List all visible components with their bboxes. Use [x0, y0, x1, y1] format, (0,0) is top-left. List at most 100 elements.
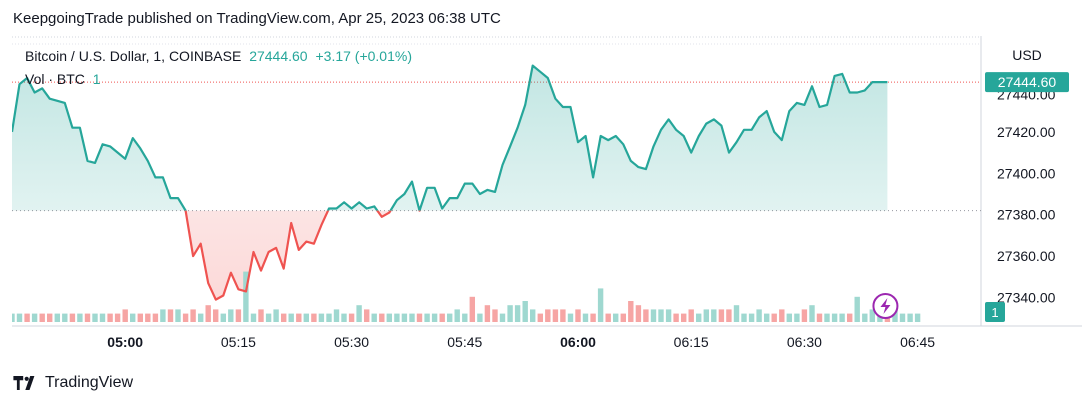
- volume-bar: [258, 309, 264, 322]
- volume-bar: [771, 313, 777, 322]
- y-tick-label: 27380.00: [997, 207, 1056, 223]
- volume-bar: [530, 309, 536, 322]
- x-tick-label: 06:15: [674, 334, 709, 350]
- x-tick-label: 05:45: [447, 334, 482, 350]
- volume-value: 1: [92, 71, 101, 87]
- price-tag: [985, 72, 1069, 93]
- volume-bar: [281, 313, 287, 322]
- volume-bar: [296, 313, 302, 322]
- volume-bar: [703, 309, 709, 322]
- volume-bar: [816, 313, 823, 322]
- lightning-icon[interactable]: [872, 293, 899, 319]
- chart-area[interactable]: 27340.00 27360.00 27380.00 27400.00 27420.00…: [9, 36, 1082, 358]
- volume-bar: [77, 313, 83, 322]
- volume-bar: [130, 313, 136, 322]
- volume-bar: [726, 309, 732, 322]
- volume-bar: [92, 313, 98, 322]
- volume-bar: [711, 309, 717, 322]
- volume-tag-text: 1: [991, 305, 998, 320]
- price-change: +3.17 (+0.01%): [315, 48, 412, 64]
- price-tag-text: 27444.60: [998, 74, 1057, 90]
- volume-bar: [62, 313, 68, 322]
- volume-bar: [507, 305, 513, 322]
- volume-bar: [205, 305, 211, 322]
- y-tick-label: 27340.00: [997, 290, 1056, 306]
- volume-bar: [54, 313, 60, 322]
- volume-bar: [439, 313, 445, 322]
- volume-bar: [831, 313, 838, 322]
- brand-name: TradingView: [45, 374, 134, 391]
- volume-bar: [235, 309, 242, 322]
- volume-label: Vol · BTC: [25, 71, 85, 87]
- volume-bar: [145, 313, 151, 322]
- x-tick-label: 05:15: [221, 334, 256, 350]
- volume-bar: [243, 271, 249, 322]
- volume-bar: [386, 313, 392, 322]
- volume-bar: [492, 309, 498, 322]
- volume-bar: [250, 313, 257, 322]
- volume-bar: [477, 313, 483, 322]
- volume-bar: [39, 313, 45, 322]
- volume-bar: [190, 309, 196, 322]
- y-tick-label: 27400.00: [997, 165, 1056, 181]
- volume-bar: [613, 313, 619, 322]
- volume-bar: [311, 313, 317, 322]
- volume-bar: [182, 313, 189, 322]
- volume-bar: [514, 305, 521, 322]
- volume-bar: [620, 313, 626, 322]
- volume-bar: [484, 305, 491, 322]
- volume-bar: [84, 313, 91, 322]
- tradingview-footer: TradingView: [13, 374, 133, 392]
- volume-bar: [877, 313, 883, 322]
- last-price: 27444.60: [249, 48, 308, 64]
- x-tick-label: 06:00: [560, 334, 596, 350]
- volume-bar: [273, 309, 279, 322]
- volume-bar: [462, 313, 468, 322]
- volume-bar: [69, 313, 76, 322]
- volume-bar: [733, 305, 740, 322]
- volume-tag: [985, 302, 1005, 322]
- volume-bar: [756, 309, 762, 322]
- volume-bar: [635, 305, 642, 322]
- volume-bar: [31, 313, 38, 322]
- symbol-legend: Bitcoin / U.S. Dollar, 1, COINBASE 27444…: [25, 48, 412, 64]
- volume-bar: [228, 309, 234, 322]
- currency-label: USD: [1012, 47, 1042, 63]
- volume-bar: [16, 313, 23, 322]
- volume-bar: [696, 313, 702, 322]
- volume-bar: [333, 309, 340, 322]
- volume-bar: [628, 301, 634, 322]
- volume-bar: [213, 309, 219, 322]
- volume-bar: [469, 296, 475, 322]
- volume-bar: [590, 313, 596, 322]
- price-line-up: [12, 64, 888, 211]
- volume-bar: [318, 313, 325, 322]
- volume-bar: [47, 313, 53, 322]
- volume-bar: [862, 313, 868, 322]
- volume-bar: [605, 313, 611, 322]
- price-chart[interactable]: 27340.00 27360.00 27380.00 27400.00 27420.00…: [9, 36, 1082, 358]
- x-tick-label: 06:30: [787, 334, 822, 350]
- volume-bar: [401, 313, 408, 322]
- volume-bar: [9, 313, 15, 322]
- y-tick-label: 27360.00: [997, 248, 1056, 264]
- volume-bar: [424, 313, 430, 322]
- volume-bar: [220, 313, 226, 322]
- volume-bar: [265, 313, 272, 322]
- volume-bar: [24, 313, 30, 322]
- volume-bar: [107, 313, 113, 322]
- volume-bar: [416, 313, 423, 322]
- tradingview-logo-icon: [13, 376, 35, 390]
- volume-bar: [854, 296, 860, 322]
- volume-bar: [801, 309, 808, 322]
- area-fill-up: [12, 65, 888, 211]
- volume-bar: [175, 309, 181, 322]
- area-layer: [12, 65, 888, 300]
- volume-bar: [741, 313, 747, 322]
- volume-bar: [839, 313, 845, 322]
- volume-bar: [643, 309, 649, 322]
- y-tick-label: 27420.00: [997, 124, 1056, 140]
- volume-bar: [160, 309, 166, 322]
- volume-bar: [198, 313, 204, 322]
- volume-bar: [326, 313, 332, 322]
